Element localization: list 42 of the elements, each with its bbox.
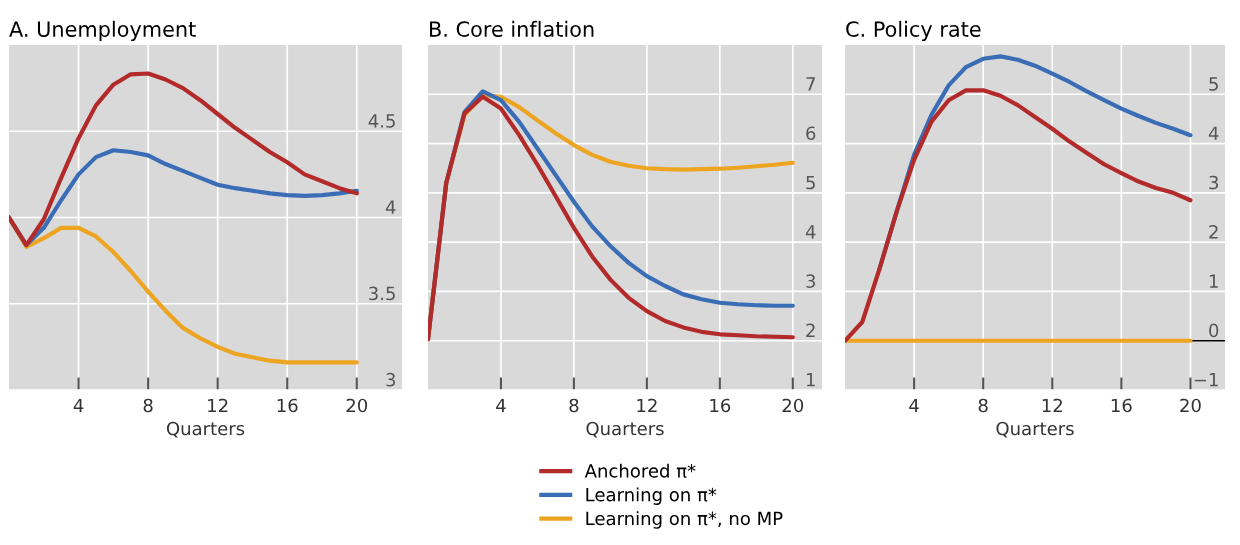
legend-label: Learning on π* (586, 487, 717, 505)
x-axis-title: Quarters (586, 421, 664, 438)
x-tick-label: 4 (73, 398, 84, 413)
y-tick-label: 4.5 (368, 114, 395, 128)
y-tick-label: 6 (806, 126, 816, 141)
x-tick-label: 12 (1042, 398, 1062, 413)
x-tick-label: 20 (1180, 398, 1201, 413)
x-tick-label: 8 (143, 398, 153, 413)
y-tick-label: 2 (806, 323, 815, 337)
legend-label: Learning on π*, no MP (586, 511, 783, 529)
y-tick-label: 3 (806, 274, 815, 288)
y-tick-label: 0 (1209, 323, 1219, 338)
x-tick-label: 16 (277, 398, 298, 413)
y-tick-label: 2 (1209, 224, 1218, 239)
y-tick-label: 1 (1209, 274, 1218, 288)
chart-title: C. Policy rate (846, 20, 981, 41)
x-tick-label: 16 (1111, 398, 1132, 413)
x-tick-label: 12 (208, 398, 228, 413)
x-tick-label: 8 (569, 398, 579, 413)
x-tick-label: 20 (782, 398, 804, 413)
x-tick-label: 12 (637, 398, 657, 413)
y-tick-label: 4 (1208, 126, 1219, 140)
x-tick-label: 16 (710, 398, 731, 413)
x-axis-title: Quarters (166, 421, 245, 438)
x-tick-label: 20 (346, 398, 368, 413)
y-tick-label: 3 (386, 372, 395, 387)
chart-title: A. Unemployment (9, 20, 196, 41)
chart-title: B. Core inflation (430, 20, 594, 37)
x-axis-title: Quarters (996, 421, 1074, 438)
y-tick-label: 4 (385, 200, 396, 214)
y-tick-label: 5 (1209, 77, 1218, 91)
y-tick-label: 4 (805, 225, 816, 239)
y-tick-label: 3.5 (369, 286, 395, 301)
x-tick-label: 4 (496, 398, 506, 413)
y-tick-label: 3 (1209, 175, 1218, 190)
y-tick-label: 1 (806, 373, 815, 387)
x-tick-label: 8 (978, 398, 988, 413)
y-tick-label: 7 (806, 77, 815, 91)
x-tick-label: 4 (909, 398, 919, 413)
y-tick-label: −1 (1194, 373, 1218, 387)
legend-label: Anchored π* (584, 463, 696, 478)
y-tick-label: 5 (806, 175, 815, 190)
